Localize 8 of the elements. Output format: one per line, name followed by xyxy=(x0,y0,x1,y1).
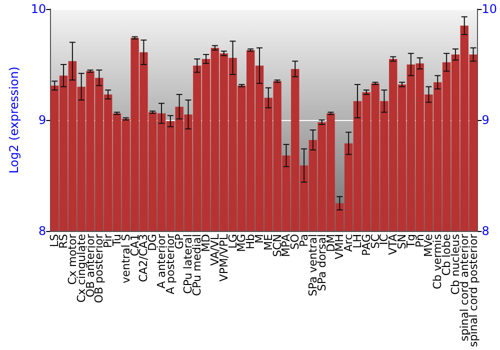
y2-tick-label: 8 xyxy=(482,224,490,238)
y-tick-label: 9 xyxy=(38,113,46,128)
y-tick-label: 8 xyxy=(38,224,46,238)
y-axis-title: Log2 (expression) xyxy=(7,66,21,174)
x-tick-label: OB posterior xyxy=(92,234,106,304)
y2-tick-label: 9 xyxy=(482,113,490,128)
y2-tick-label: 10 xyxy=(482,2,498,16)
y-tick-label: 10 xyxy=(30,2,46,16)
